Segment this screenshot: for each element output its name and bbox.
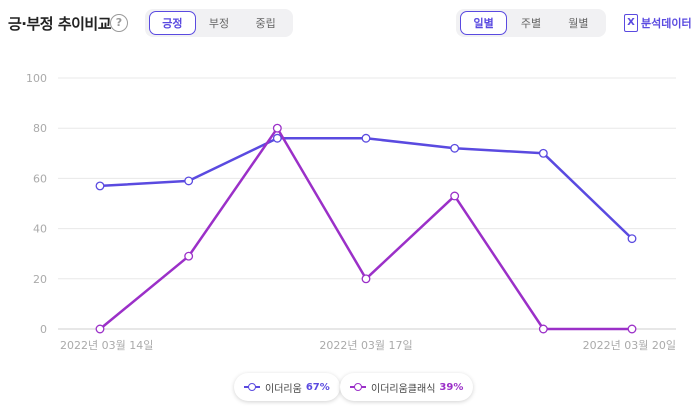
legend-percent-ethereum-classic: 39% <box>439 381 464 393</box>
legend-item-ethereum-classic[interactable]: 이더리움클래식 39% <box>340 373 474 401</box>
data-point <box>361 274 371 284</box>
y-tick-label: 40 <box>33 223 47 236</box>
help-icon[interactable]: ? <box>110 14 128 32</box>
tab-daily[interactable]: 일별 <box>460 11 508 35</box>
series-line <box>99 136 633 240</box>
data-point <box>538 148 548 158</box>
data-point <box>450 143 460 153</box>
period-toggle: 일별 주별 월별 <box>456 9 606 37</box>
y-tick-label: 20 <box>33 273 47 286</box>
y-tick-label: 80 <box>33 122 47 135</box>
x-tick-label: 2022년 03월 17일 <box>319 338 412 352</box>
legend-marker-ethereum-classic <box>350 382 366 392</box>
line-chart: 0 20 40 60 80 100 2022년 03월 14일 2022년 03월 17일 20… <box>26 72 676 352</box>
sentiment-toggle: 긍정 부정 중립 <box>145 9 293 37</box>
data-point <box>361 133 371 143</box>
data-point <box>450 191 460 201</box>
y-tick-label: 60 <box>33 172 47 185</box>
export-data-button[interactable]: X 분석데이터 <box>624 14 692 32</box>
y-tick-label: 100 <box>26 72 47 85</box>
data-point <box>272 133 282 143</box>
data-point <box>95 181 105 191</box>
tab-positive[interactable]: 긍정 <box>149 11 196 35</box>
legend-label-ethereum-classic: 이더리움클래식 <box>371 383 436 395</box>
data-point <box>272 123 282 133</box>
x-tick-label: 2022년 03월 20일 <box>583 338 676 352</box>
data-point <box>184 176 194 186</box>
legend-marker-ethereum <box>244 382 260 392</box>
legend-item-ethereum[interactable]: 이더리움 67% <box>234 373 340 401</box>
tab-neutral[interactable]: 중립 <box>255 17 276 30</box>
tab-weekly[interactable]: 주별 <box>520 17 542 30</box>
data-point <box>627 324 637 334</box>
legend-percent-ethereum: 67% <box>305 381 330 393</box>
tab-negative[interactable]: 부정 <box>208 17 230 30</box>
legend-label-ethereum: 이더리움 <box>265 383 302 395</box>
data-point <box>95 324 105 334</box>
data-point <box>184 251 194 261</box>
tab-monthly[interactable]: 월별 <box>568 17 589 30</box>
data-point <box>538 324 548 334</box>
chart-title: 긍·부정 추이비교 <box>8 15 112 33</box>
x-tick-label: 2022년 03월 14일 <box>60 338 153 352</box>
y-tick-label: 0 <box>40 323 47 336</box>
export-data-label: 분석데이터 <box>641 17 692 30</box>
excel-icon: X <box>624 14 638 32</box>
data-point <box>627 234 637 244</box>
